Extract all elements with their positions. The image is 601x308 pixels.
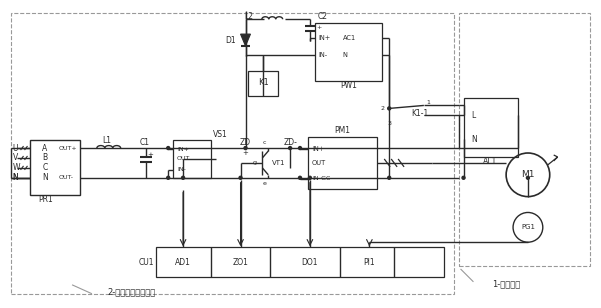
Text: AC1: AC1: [343, 35, 356, 41]
Circle shape: [244, 147, 247, 150]
Text: PI1: PI1: [364, 257, 375, 266]
Text: B: B: [42, 153, 47, 162]
Text: PM1: PM1: [335, 126, 350, 135]
Text: VS1: VS1: [213, 130, 228, 139]
Text: IN+: IN+: [177, 147, 189, 152]
Circle shape: [166, 176, 169, 179]
Text: M1: M1: [521, 170, 535, 179]
Text: +: +: [316, 25, 321, 30]
Text: +: +: [147, 152, 153, 158]
Circle shape: [166, 147, 169, 150]
Polygon shape: [240, 34, 251, 46]
Circle shape: [239, 176, 242, 179]
Circle shape: [288, 147, 291, 150]
Text: 2: 2: [380, 106, 384, 111]
Text: W: W: [13, 163, 20, 172]
Text: PG1: PG1: [521, 224, 535, 230]
Bar: [11, 13, 454, 294]
Text: IN+: IN+: [319, 35, 331, 41]
Text: c: c: [263, 140, 266, 145]
Text: D1: D1: [225, 35, 236, 45]
Circle shape: [388, 176, 391, 179]
Text: PW1: PW1: [340, 81, 357, 90]
Circle shape: [299, 147, 302, 150]
Text: +: +: [243, 150, 248, 156]
Bar: [248, 71, 278, 95]
Text: OUT-: OUT-: [58, 175, 73, 180]
Text: C1: C1: [139, 138, 150, 147]
Text: K1: K1: [258, 78, 269, 87]
Text: V: V: [13, 153, 18, 162]
Text: g: g: [252, 160, 257, 165]
Circle shape: [308, 176, 311, 179]
Bar: [463, 98, 518, 157]
Bar: [156, 247, 444, 277]
Circle shape: [462, 176, 465, 179]
Text: ZD-: ZD-: [283, 138, 297, 147]
Text: IN-: IN-: [319, 52, 328, 58]
Text: A: A: [42, 144, 47, 152]
Bar: [173, 140, 211, 178]
Text: IN-GC: IN-GC: [312, 176, 331, 181]
Text: IN-: IN-: [177, 167, 186, 172]
Text: ZD: ZD: [240, 138, 251, 147]
Text: C: C: [42, 163, 47, 172]
Text: CU1: CU1: [138, 257, 154, 266]
Text: N: N: [343, 52, 347, 58]
Text: N: N: [13, 173, 19, 182]
Text: L: L: [471, 111, 476, 120]
Text: 1-生产机械: 1-生产机械: [492, 279, 520, 288]
Text: N: N: [13, 173, 19, 182]
Text: ZO1: ZO1: [233, 257, 248, 266]
Text: N: N: [42, 173, 48, 182]
Circle shape: [182, 176, 185, 179]
Text: IN+: IN+: [312, 146, 324, 152]
Text: VT1: VT1: [272, 160, 285, 166]
Text: OUT: OUT: [312, 160, 326, 166]
Circle shape: [299, 176, 302, 179]
Text: OUT: OUT: [177, 156, 191, 161]
Text: K1-1: K1-1: [411, 109, 429, 118]
Text: OUT+: OUT+: [58, 146, 77, 151]
Bar: [308, 137, 377, 189]
Text: L1: L1: [102, 136, 111, 145]
Text: 3: 3: [387, 121, 391, 126]
Text: DO1: DO1: [302, 257, 318, 266]
Text: AD1: AD1: [175, 257, 191, 266]
Text: U: U: [13, 144, 18, 152]
Circle shape: [388, 107, 391, 110]
Bar: [315, 23, 382, 81]
Text: C2: C2: [318, 12, 328, 21]
Text: L2: L2: [245, 12, 254, 21]
Bar: [459, 13, 590, 266]
Text: AL1: AL1: [483, 157, 498, 166]
Text: PR1: PR1: [38, 195, 53, 204]
Circle shape: [526, 176, 529, 179]
Text: N: N: [471, 135, 477, 144]
Bar: [31, 140, 80, 195]
Text: e: e: [263, 181, 266, 186]
Text: 1: 1: [426, 100, 430, 105]
Text: 2-原电机驱动控制器: 2-原电机驱动控制器: [108, 287, 156, 296]
